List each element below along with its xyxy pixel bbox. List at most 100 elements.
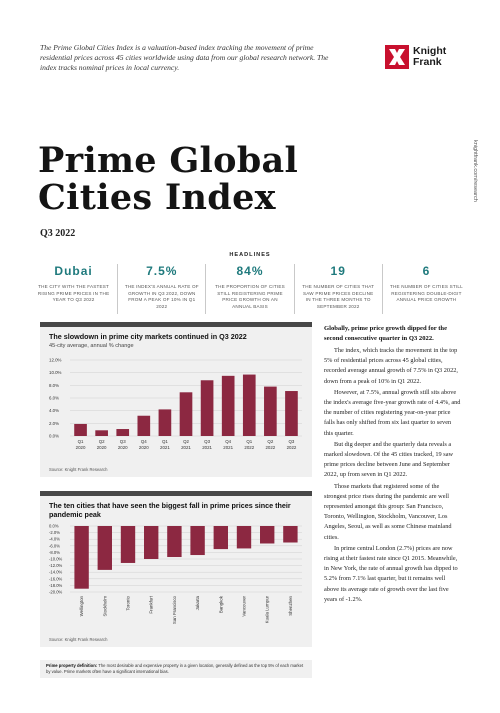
side-url[interactable]: knightfrank.com/research bbox=[472, 140, 478, 202]
x-tick-label: 2021 bbox=[223, 445, 233, 450]
bar bbox=[144, 526, 159, 559]
logo-line-2: Frank bbox=[413, 56, 442, 68]
x-tick-label: Q1 bbox=[162, 439, 168, 444]
chart-subtitle: 45-city average, annual % change bbox=[49, 343, 134, 349]
bar bbox=[74, 526, 89, 589]
headline-stats: Dubai The city with the fastest rising p… bbox=[30, 264, 470, 314]
y-tick-label: 6.0% bbox=[49, 396, 59, 401]
x-tick-label: Q2 bbox=[267, 439, 273, 444]
stat-value: 7.5% bbox=[146, 264, 178, 278]
footnote-label: Prime property definition: bbox=[46, 663, 98, 668]
x-tick-label: 2020 bbox=[76, 445, 86, 450]
stat-description: The number of cities still registering d… bbox=[389, 284, 463, 303]
stat-value: Dubai bbox=[54, 264, 93, 278]
x-tick-label: 2020 bbox=[139, 445, 149, 450]
bar bbox=[95, 430, 108, 436]
stat-value: 84% bbox=[236, 264, 264, 278]
x-tick-label: 2021 bbox=[160, 445, 170, 450]
headline-stat-proportion-growth: 84% The proportion of cities still regis… bbox=[206, 264, 295, 314]
y-tick-label: -10.0% bbox=[49, 557, 63, 562]
logo-line-1: Knight bbox=[413, 45, 447, 57]
y-tick-label: -2.0% bbox=[49, 530, 60, 535]
x-tick-label: Q3 bbox=[120, 439, 126, 444]
stat-value: 6 bbox=[422, 264, 431, 278]
x-tick-label: Wellington bbox=[79, 595, 84, 616]
x-tick-label: 2020 bbox=[97, 445, 107, 450]
stat-description: The number of cities that saw prime pric… bbox=[302, 284, 375, 309]
chart-title: The slowdown in prime city markets conti… bbox=[49, 332, 247, 341]
y-tick-label: -20.0% bbox=[49, 590, 63, 595]
x-tick-label: Q2 bbox=[183, 439, 189, 444]
y-tick-label: 8.0% bbox=[49, 383, 59, 388]
bar bbox=[179, 392, 193, 436]
x-tick-label: 2020 bbox=[118, 445, 128, 450]
bar bbox=[158, 409, 172, 436]
y-tick-label: -8.0% bbox=[49, 550, 60, 555]
x-tick-label: Q2 bbox=[99, 439, 105, 444]
x-tick-label: 2022 bbox=[287, 445, 297, 450]
x-tick-label: Vancouver bbox=[242, 595, 247, 616]
headlines-label: HEADLINES bbox=[229, 252, 271, 258]
x-tick-label: Jakarta bbox=[195, 595, 200, 610]
article-paragraph: However, at 7.5%, annual growth still si… bbox=[324, 388, 461, 437]
bar bbox=[97, 526, 112, 570]
article-lead: Globally, prime price growth dipped for … bbox=[324, 325, 448, 342]
x-tick-label: Bangkok bbox=[218, 595, 223, 613]
bar bbox=[74, 423, 87, 436]
x-tick-label: Stockholm bbox=[102, 596, 107, 617]
y-tick-label: 0.0% bbox=[49, 434, 59, 439]
x-tick-label: Q4 bbox=[141, 439, 147, 444]
chart-panel-biggest-falls: The ten cities that have seen the bigges… bbox=[40, 491, 312, 647]
biggest-falls-bar-chart: 0.0%-2.0% -4.0%-6.0% -8.0% -10.0%-12.0% -14.… bbox=[49, 524, 302, 624]
x-tick-label: Q4 bbox=[225, 439, 231, 444]
bar bbox=[120, 526, 136, 563]
y-tick-label: -14.0% bbox=[49, 570, 63, 575]
knight-frank-logo[interactable]: Knight Frank bbox=[385, 44, 465, 70]
article-paragraph: Those markets that registered some of th… bbox=[324, 482, 452, 541]
logo-wordmark: Knight Frank bbox=[413, 46, 446, 68]
y-tick-label: -4.0% bbox=[49, 537, 60, 542]
headline-stat-double-digit: 6 The number of cities still registering… bbox=[383, 264, 470, 314]
panel-rule bbox=[40, 322, 312, 327]
bar bbox=[221, 375, 235, 436]
logo-mark-icon bbox=[385, 45, 409, 69]
y-tick-label: 4.0% bbox=[49, 408, 59, 413]
y-tick-label: 12.0% bbox=[49, 358, 62, 363]
chart-source: Source: Knight Frank Research bbox=[49, 467, 108, 472]
bar bbox=[283, 526, 298, 543]
y-tick-label: 0.0% bbox=[49, 524, 59, 529]
x-tick-label: Q1 bbox=[78, 439, 84, 444]
bar bbox=[190, 526, 205, 556]
x-tick-label: 2021 bbox=[202, 445, 212, 450]
headline-stat-annual-growth: 7.5% The index's annual rate of growth i… bbox=[118, 264, 207, 314]
article-body: Globally, prime price growth dipped for … bbox=[324, 324, 461, 605]
y-tick-label: 2.0% bbox=[49, 421, 59, 426]
bar bbox=[264, 386, 277, 436]
x-tick-label: Kuala Lumpur bbox=[265, 595, 270, 623]
stat-description: The index's annual rate of growth in Q3 … bbox=[124, 284, 199, 309]
y-tick-label: 10.0% bbox=[49, 370, 62, 375]
stat-description: The proportion of cities still registeri… bbox=[215, 284, 285, 309]
bar bbox=[236, 526, 252, 549]
stat-value: 19 bbox=[330, 264, 346, 278]
bar bbox=[213, 526, 228, 550]
page-title-line-2: Cities Index bbox=[38, 177, 276, 218]
article-paragraph: The index, which tracks the movement in … bbox=[324, 347, 458, 385]
bar bbox=[200, 380, 214, 436]
x-tick-label: Q3 bbox=[204, 439, 210, 444]
article-paragraph: But dig deeper and the quarterly data re… bbox=[324, 440, 454, 479]
chart-source: Source: Knight Frank Research bbox=[49, 637, 108, 642]
stat-description: The city with the fastest rising prime p… bbox=[37, 284, 110, 303]
y-tick-label: -16.0% bbox=[49, 576, 63, 581]
bar bbox=[260, 526, 275, 544]
article-paragraph: In prime central London (2.7%) prices ar… bbox=[324, 544, 458, 603]
x-tick-label: Q1 bbox=[246, 439, 252, 444]
chart-title: The ten cities that have seen the bigges… bbox=[49, 501, 291, 519]
x-tick-label: 2022 bbox=[244, 445, 254, 450]
x-tick-label: San Francisco bbox=[172, 595, 177, 624]
y-tick-label: -6.0% bbox=[49, 543, 60, 548]
page-title: Prime Global Cities Index bbox=[38, 142, 298, 216]
y-tick-label: -18.0% bbox=[49, 583, 63, 588]
chart-panel-slowdown: The slowdown in prime city markets conti… bbox=[40, 322, 312, 477]
y-tick-label: -12.0% bbox=[49, 563, 63, 568]
